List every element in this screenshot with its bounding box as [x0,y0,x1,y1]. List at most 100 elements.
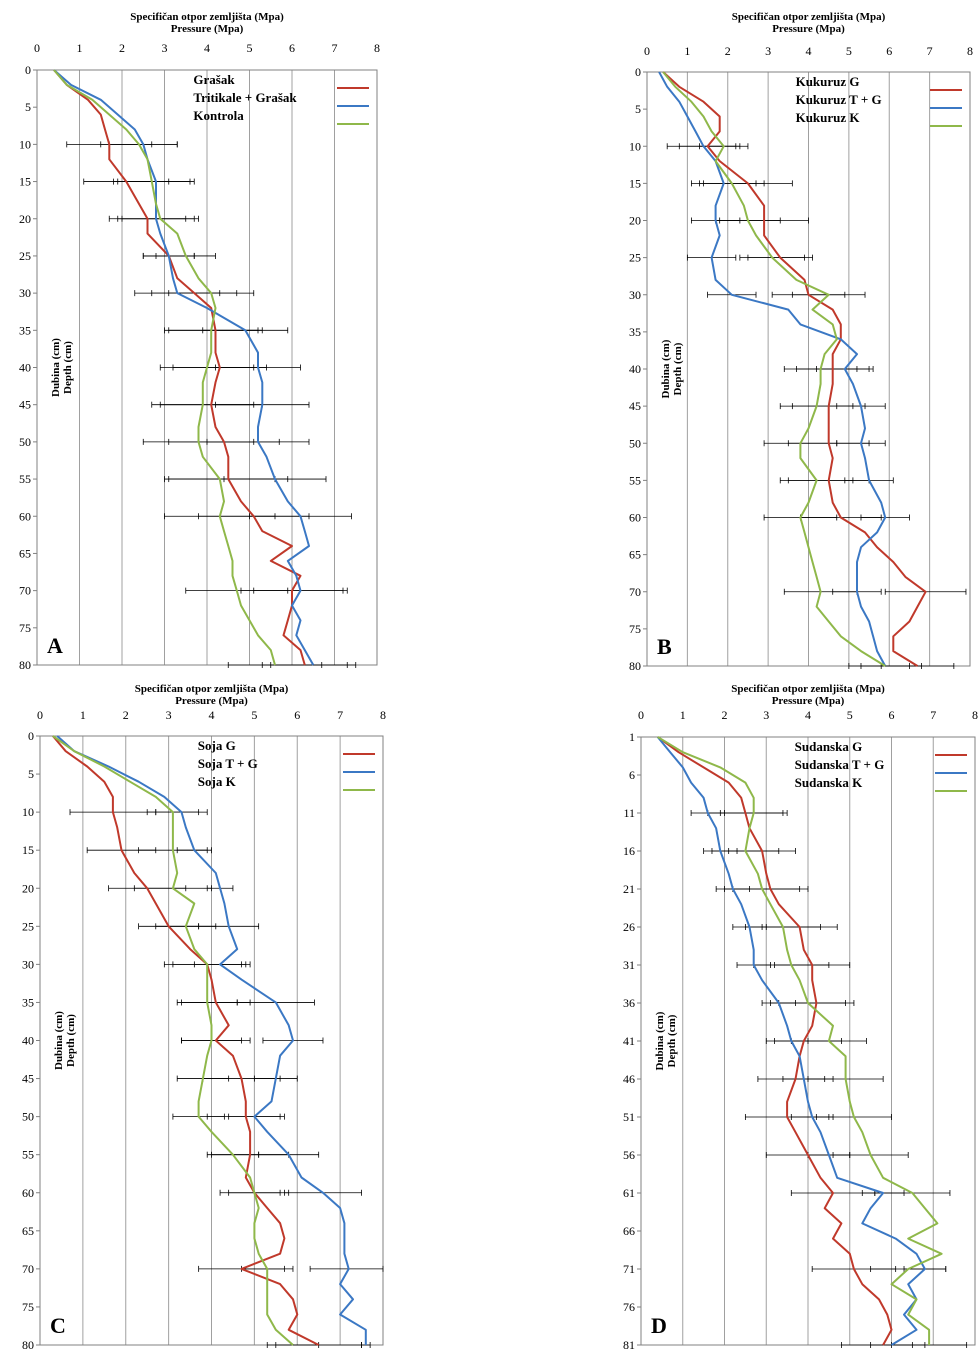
y-tick-label: 60 [19,509,31,523]
y-tick-label: 1 [629,730,635,744]
x-tick-label: 2 [123,708,129,722]
y-tick-label: 65 [22,1224,34,1238]
x-tick-label: 0 [34,41,40,55]
y-tick-label: 41 [623,1034,635,1048]
x-tick-label: 3 [763,708,769,722]
x-tick-label: 4 [806,44,812,58]
panel-letter: A [47,633,63,658]
y-tick-label: 60 [22,1186,34,1200]
series-line-2 [656,736,926,1346]
y-tick-label: 45 [19,398,31,412]
panel-a: Specifičan otpor zemljišta (Mpa)Pressure… [19,11,380,672]
x-tick-label: 7 [332,41,338,55]
y-axis-label: Dubina (cm) [660,339,672,398]
legend-label: Sudanska G [795,739,863,754]
y-tick-label: 6 [629,768,635,782]
chart-title: Specifičan otpor zemljišta (Mpa) [731,683,885,695]
y-tick-label: 35 [19,323,31,337]
y-tick-label: 70 [19,584,31,598]
y-tick-label: 60 [629,511,641,525]
y-tick-label: 65 [629,548,641,562]
chart-subtitle: Pressure (Mpa) [175,695,248,707]
chart-subtitle: Pressure (Mpa) [772,695,845,707]
legend-label: Kukuruz T + G [796,92,882,107]
chart-subtitle: Pressure (Mpa) [772,23,845,35]
panel-d: Specifičan otpor zemljišta (Mpa)Pressure… [623,683,978,1349]
series-line-1 [662,71,927,667]
y-tick-label: 40 [629,362,641,376]
y-tick-label: 10 [19,137,31,151]
y-tick-label: 80 [19,658,31,672]
panel-label: B [649,628,683,664]
y-axis-label-en: Depth (cm) [62,341,74,394]
legend-label: Kontrola [193,108,244,123]
y-tick-label: 20 [22,881,34,895]
y-tick-label: 46 [623,1072,635,1086]
x-tick-label: 0 [644,44,650,58]
y-tick-label: 30 [19,286,31,300]
series-line-2 [56,735,367,1345]
series-line-3 [657,736,943,1345]
y-tick-label: 75 [19,621,31,635]
error-bar [848,663,922,669]
y-tick-label: 76 [623,1300,635,1314]
panel-label: A [39,627,73,663]
y-axis-label-en: Depth (cm) [65,1014,77,1067]
y-tick-label: 65 [19,546,31,560]
legend-label: Soja G [198,738,236,753]
y-tick-label: 26 [623,920,635,934]
series-line-3 [662,71,886,667]
x-tick-label: 5 [846,44,852,58]
y-tick-label: 0 [25,63,31,77]
panel-label: D [643,1307,677,1343]
legend-label: Sudanska K [795,775,863,790]
x-tick-label: 5 [847,708,853,722]
y-tick-label: 50 [629,436,641,450]
error-bar [309,1265,384,1272]
x-tick-label: 5 [247,41,253,55]
legend-label: Kukuruz G [796,74,860,89]
x-tick-label: 8 [374,41,380,55]
x-tick-label: 0 [37,708,43,722]
series-line-1 [52,735,320,1346]
y-tick-label: 51 [623,1110,635,1124]
x-tick-label: 6 [886,44,892,58]
y-tick-label: 21 [623,882,635,896]
y-tick-label: 20 [19,212,31,226]
x-tick-label: 1 [684,44,690,58]
y-tick-label: 45 [22,1072,34,1086]
legend-label: Soja K [198,774,237,789]
y-tick-label: 0 [28,729,34,743]
x-tick-label: 4 [204,41,210,55]
y-tick-label: 16 [623,844,635,858]
y-tick-label: 35 [629,325,641,339]
y-tick-label: 55 [629,473,641,487]
chart-title: Specifičan otpor zemljišta (Mpa) [732,11,886,23]
y-tick-label: 50 [19,435,31,449]
legend-label: Sudanska T + G [795,757,885,772]
x-tick-label: 8 [972,708,978,722]
y-tick-label: 80 [22,1338,34,1349]
x-tick-label: 6 [294,708,300,722]
x-tick-label: 6 [889,708,895,722]
series-line-1 [53,69,306,666]
y-tick-label: 66 [623,1224,635,1238]
y-tick-label: 11 [623,806,635,820]
x-tick-label: 2 [725,44,731,58]
legend-label: Kukuruz K [796,110,861,125]
x-tick-label: 3 [765,44,771,58]
y-tick-label: 15 [22,843,34,857]
y-tick-label: 81 [623,1338,635,1349]
panel-letter: C [50,1313,66,1338]
x-tick-label: 1 [680,708,686,722]
y-tick-label: 30 [629,288,641,302]
y-tick-label: 25 [629,251,641,265]
legend-label: Grašak [193,72,235,87]
x-tick-label: 4 [805,708,811,722]
y-tick-label: 31 [623,958,635,972]
series-line-1 [657,736,893,1346]
y-tick-label: 5 [635,102,641,116]
x-tick-label: 7 [337,708,343,722]
chart-subtitle: Pressure (Mpa) [171,23,244,35]
y-tick-label: 10 [629,139,641,153]
